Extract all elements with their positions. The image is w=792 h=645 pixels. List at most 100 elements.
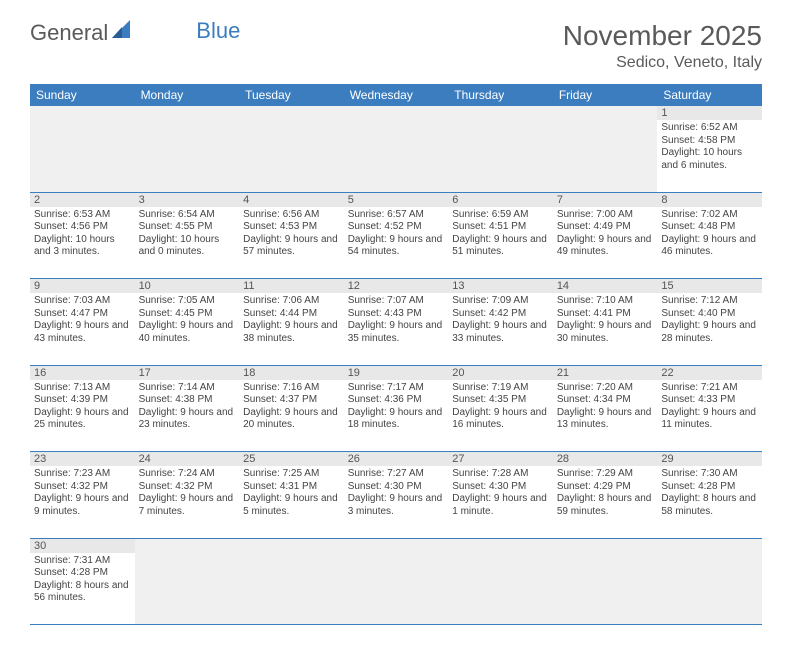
sunset-line: Sunset: 4:35 PM	[452, 394, 549, 407]
day-cell	[344, 120, 449, 192]
day-number-cell	[135, 106, 240, 120]
day-number-cell: 9	[30, 279, 135, 294]
logo-sail-icon	[112, 20, 138, 46]
day-cell	[135, 120, 240, 192]
day-cell: Sunrise: 7:17 AMSunset: 4:36 PMDaylight:…	[344, 380, 449, 452]
day-cell	[553, 120, 658, 192]
sunset-line: Sunset: 4:58 PM	[661, 135, 758, 148]
sunset-line: Sunset: 4:32 PM	[139, 481, 236, 494]
sunset-line: Sunset: 4:40 PM	[661, 308, 758, 321]
day-cell: Sunrise: 7:16 AMSunset: 4:37 PMDaylight:…	[239, 380, 344, 452]
day-number-cell	[344, 538, 449, 553]
daylight-line: Daylight: 9 hours and 49 minutes.	[557, 234, 654, 259]
day-number-cell: 26	[344, 452, 449, 467]
sunrise-line: Sunrise: 6:53 AM	[34, 209, 131, 222]
sunset-line: Sunset: 4:30 PM	[348, 481, 445, 494]
daylight-line: Daylight: 9 hours and 43 minutes.	[34, 320, 131, 345]
sunrise-line: Sunrise: 7:30 AM	[661, 468, 758, 481]
sunset-line: Sunset: 4:55 PM	[139, 221, 236, 234]
sunrise-line: Sunrise: 7:19 AM	[452, 382, 549, 395]
daylight-line: Daylight: 9 hours and 38 minutes.	[243, 320, 340, 345]
sunset-line: Sunset: 4:37 PM	[243, 394, 340, 407]
sunset-line: Sunset: 4:43 PM	[348, 308, 445, 321]
day-cell: Sunrise: 7:24 AMSunset: 4:32 PMDaylight:…	[135, 466, 240, 538]
sunrise-line: Sunrise: 7:13 AM	[34, 382, 131, 395]
day-number-cell: 10	[135, 279, 240, 294]
daylight-line: Daylight: 9 hours and 7 minutes.	[139, 493, 236, 518]
day-number-cell	[239, 538, 344, 553]
sunrise-line: Sunrise: 7:23 AM	[34, 468, 131, 481]
daylight-line: Daylight: 8 hours and 56 minutes.	[34, 580, 131, 605]
sunrise-line: Sunrise: 7:00 AM	[557, 209, 654, 222]
day-cell: Sunrise: 7:02 AMSunset: 4:48 PMDaylight:…	[657, 207, 762, 279]
day-header: Saturday	[657, 84, 762, 106]
day-number-row: 30	[30, 538, 762, 553]
daylight-line: Daylight: 9 hours and 40 minutes.	[139, 320, 236, 345]
location: Sedico, Veneto, Italy	[563, 54, 762, 72]
daylight-line: Daylight: 9 hours and 18 minutes.	[348, 407, 445, 432]
day-cell: Sunrise: 7:27 AMSunset: 4:30 PMDaylight:…	[344, 466, 449, 538]
day-cell: Sunrise: 7:29 AMSunset: 4:29 PMDaylight:…	[553, 466, 658, 538]
day-cell: Sunrise: 7:00 AMSunset: 4:49 PMDaylight:…	[553, 207, 658, 279]
day-number-cell	[135, 538, 240, 553]
day-number-cell: 2	[30, 192, 135, 207]
day-number-cell: 30	[30, 538, 135, 553]
day-cell: Sunrise: 7:06 AMSunset: 4:44 PMDaylight:…	[239, 293, 344, 365]
day-number-cell: 25	[239, 452, 344, 467]
sunrise-line: Sunrise: 7:10 AM	[557, 295, 654, 308]
calendar-table: SundayMondayTuesdayWednesdayThursdayFrid…	[30, 84, 762, 625]
sunrise-line: Sunrise: 7:25 AM	[243, 468, 340, 481]
day-number-cell: 13	[448, 279, 553, 294]
sunrise-line: Sunrise: 7:21 AM	[661, 382, 758, 395]
sunrise-line: Sunrise: 6:56 AM	[243, 209, 340, 222]
daylight-line: Daylight: 9 hours and 46 minutes.	[661, 234, 758, 259]
day-cell	[448, 120, 553, 192]
sunrise-line: Sunrise: 7:14 AM	[139, 382, 236, 395]
daylight-line: Daylight: 9 hours and 20 minutes.	[243, 407, 340, 432]
sunset-line: Sunset: 4:48 PM	[661, 221, 758, 234]
daylight-line: Daylight: 9 hours and 57 minutes.	[243, 234, 340, 259]
daylight-line: Daylight: 8 hours and 58 minutes.	[661, 493, 758, 518]
sunset-line: Sunset: 4:30 PM	[452, 481, 549, 494]
sunset-line: Sunset: 4:31 PM	[243, 481, 340, 494]
day-number-cell: 12	[344, 279, 449, 294]
sunrise-line: Sunrise: 6:54 AM	[139, 209, 236, 222]
sunrise-line: Sunrise: 7:27 AM	[348, 468, 445, 481]
day-number-cell	[448, 106, 553, 120]
sunrise-line: Sunrise: 7:05 AM	[139, 295, 236, 308]
week-row: Sunrise: 7:31 AMSunset: 4:28 PMDaylight:…	[30, 553, 762, 625]
day-cell: Sunrise: 6:59 AMSunset: 4:51 PMDaylight:…	[448, 207, 553, 279]
day-number-cell: 27	[448, 452, 553, 467]
day-cell	[553, 553, 658, 625]
sunset-line: Sunset: 4:34 PM	[557, 394, 654, 407]
day-header: Monday	[135, 84, 240, 106]
day-cell	[657, 553, 762, 625]
sunrise-line: Sunrise: 7:31 AM	[34, 555, 131, 568]
day-number-cell	[553, 106, 658, 120]
day-number-cell: 22	[657, 365, 762, 380]
day-number-cell: 23	[30, 452, 135, 467]
sunset-line: Sunset: 4:52 PM	[348, 221, 445, 234]
sunrise-line: Sunrise: 7:28 AM	[452, 468, 549, 481]
sunset-line: Sunset: 4:42 PM	[452, 308, 549, 321]
sunrise-line: Sunrise: 7:02 AM	[661, 209, 758, 222]
sunset-line: Sunset: 4:49 PM	[557, 221, 654, 234]
day-number-row: 1	[30, 106, 762, 120]
day-number-cell: 11	[239, 279, 344, 294]
sunset-line: Sunset: 4:44 PM	[243, 308, 340, 321]
daylight-line: Daylight: 9 hours and 5 minutes.	[243, 493, 340, 518]
day-number-cell: 8	[657, 192, 762, 207]
day-number-cell	[657, 538, 762, 553]
day-cell: Sunrise: 7:25 AMSunset: 4:31 PMDaylight:…	[239, 466, 344, 538]
day-header: Sunday	[30, 84, 135, 106]
title-block: November 2025 Sedico, Veneto, Italy	[563, 20, 762, 72]
day-cell: Sunrise: 7:30 AMSunset: 4:28 PMDaylight:…	[657, 466, 762, 538]
day-number-cell	[30, 106, 135, 120]
day-cell	[135, 553, 240, 625]
week-row: Sunrise: 7:23 AMSunset: 4:32 PMDaylight:…	[30, 466, 762, 538]
day-cell	[239, 553, 344, 625]
day-number-cell: 14	[553, 279, 658, 294]
day-cell	[239, 120, 344, 192]
day-cell: Sunrise: 6:57 AMSunset: 4:52 PMDaylight:…	[344, 207, 449, 279]
day-number-row: 9101112131415	[30, 279, 762, 294]
